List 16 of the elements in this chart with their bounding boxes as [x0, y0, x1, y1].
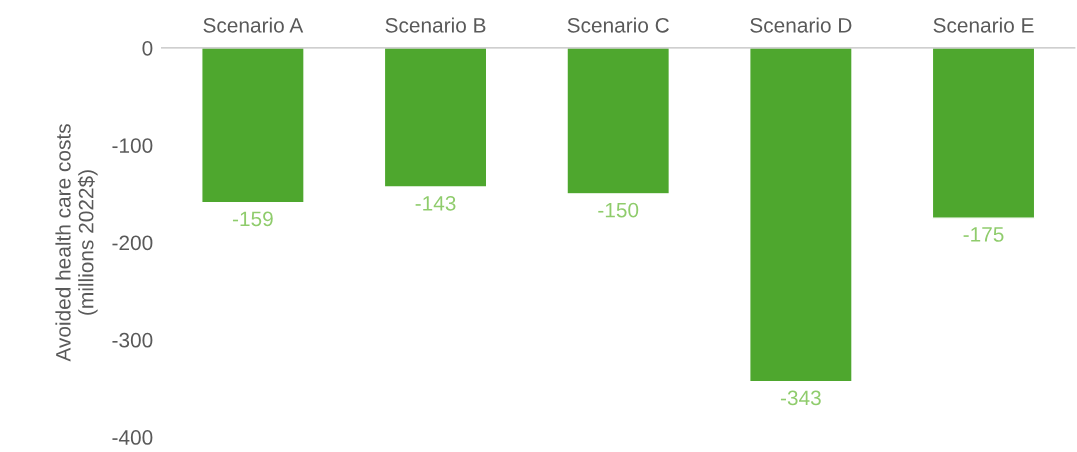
data-label: -175	[963, 227, 1004, 242]
data-label: -159	[232, 211, 273, 227]
y-tick-label: -300	[112, 332, 153, 348]
y-axis-title: Avoided health care costs (millions 2022$)	[55, 124, 98, 362]
y-tick-label: -200	[112, 235, 153, 251]
y-tick-label: -100	[112, 138, 153, 153]
x-tick-label: Scenario B	[385, 17, 486, 33]
x-tick-label: Scenario C	[567, 17, 669, 33]
x-tick-label: Scenario D	[750, 17, 852, 33]
data-label: -343	[780, 390, 821, 406]
data-label: -143	[415, 195, 456, 211]
x-tick-label: Scenario E	[933, 17, 1034, 33]
data-label: -150	[598, 202, 639, 218]
y-tick-label: 0	[142, 40, 153, 56]
x-tick-label: Scenario A	[203, 17, 304, 33]
y-tick-label: -400	[112, 430, 153, 445]
